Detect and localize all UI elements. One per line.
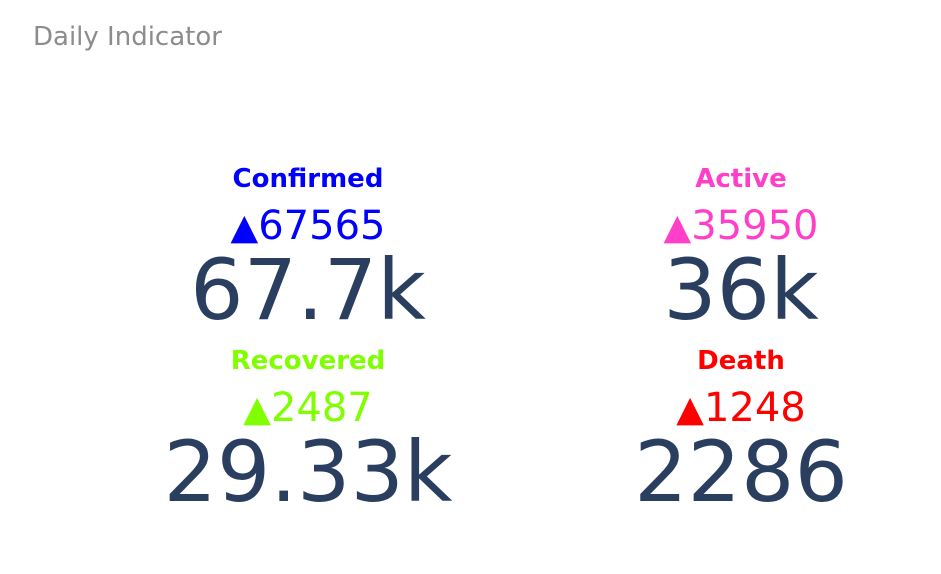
delta-value-confirmed: 67565 — [258, 203, 386, 249]
delta-value-death: 1248 — [703, 385, 806, 431]
indicator-value-death: 2286 — [634, 423, 848, 521]
indicator-delta-active: ▲35950 — [581, 204, 901, 250]
indicator-value-active: 36k — [663, 241, 819, 339]
delta-up-arrow-icon: ▲ — [243, 389, 271, 430]
delta-up-arrow-icon: ▲ — [663, 207, 692, 248]
indicator-value-recovered: 29.33k — [163, 423, 453, 521]
delta-value-recovered: 2487 — [270, 385, 373, 431]
indicator-label-active: Active — [695, 164, 787, 194]
chart-title: Daily Indicator — [33, 22, 222, 52]
indicator-delta-confirmed: ▲67565 — [148, 204, 468, 250]
indicator-value-confirmed: 67.7k — [190, 241, 426, 339]
indicator-delta-death: ▲1248 — [581, 386, 901, 432]
indicator-label-death: Death — [697, 346, 785, 376]
indicator-label-recovered: Recovered — [230, 346, 386, 376]
delta-up-arrow-icon: ▲ — [230, 207, 259, 248]
delta-up-arrow-icon: ▲ — [676, 389, 704, 430]
delta-value-active: 35950 — [691, 203, 819, 249]
indicator-delta-recovered: ▲2487 — [148, 386, 468, 432]
indicator-label-confirmed: Confirmed — [232, 164, 384, 194]
